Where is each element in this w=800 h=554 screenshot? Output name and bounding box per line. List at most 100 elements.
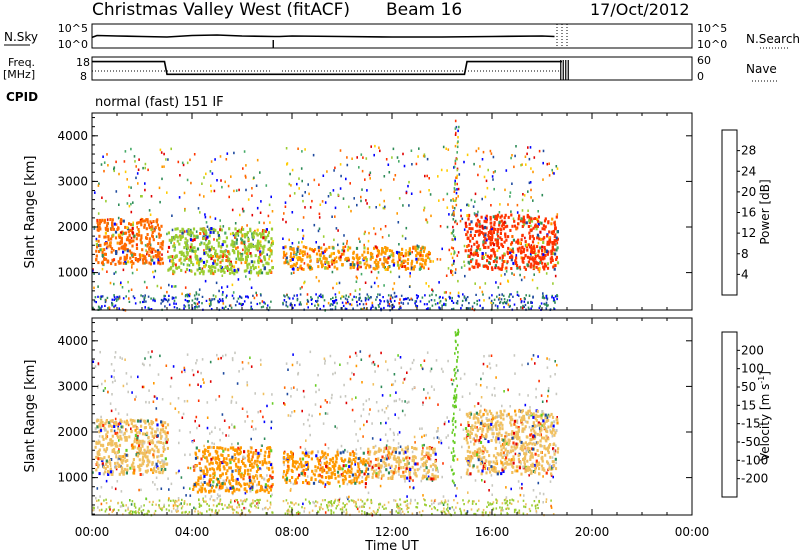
scatter-cell (219, 494, 221, 498)
near-range-cell (506, 504, 509, 507)
scatter-cell (498, 441, 501, 444)
echo-cell (263, 257, 266, 261)
scatter-cell (221, 293, 224, 296)
echo-cell (137, 441, 140, 445)
scatter-cell (482, 372, 484, 375)
echo-cell (228, 271, 232, 275)
scatter-cell (244, 420, 246, 423)
scatter-cell (380, 227, 382, 231)
echo-cell (419, 250, 422, 254)
echo-cell (122, 455, 125, 459)
scatter-cell (437, 427, 439, 430)
echo-cell (94, 427, 97, 431)
echo-cell (299, 258, 302, 261)
near-range-cell (535, 510, 538, 513)
near-range-cell (237, 511, 239, 514)
echo-cell (494, 258, 497, 262)
echo-cell (303, 250, 306, 254)
echo-cell (136, 221, 139, 225)
scatter-cell (301, 229, 304, 232)
scatter-cell (488, 362, 491, 365)
echo-cell (123, 431, 126, 435)
scatter-cell (541, 193, 544, 197)
scatter-cell (216, 497, 219, 500)
scatter-cell (174, 407, 177, 410)
echo-cell (371, 256, 374, 259)
echo-cell (94, 445, 97, 449)
scatter-cell (242, 367, 244, 371)
scatter-cell (159, 148, 162, 152)
near-range-cell (345, 307, 348, 311)
echo-cell (230, 268, 233, 271)
scatter-cell (441, 475, 443, 479)
scatter-cell (136, 268, 138, 271)
echo-cell (124, 438, 127, 442)
scatter-cell (160, 286, 162, 290)
scatter-cell (397, 442, 400, 445)
echo-cell (96, 452, 99, 456)
echo-cell (116, 433, 119, 437)
echo-cell (473, 242, 476, 246)
near-range-cell (229, 505, 231, 508)
scatter-cell (178, 429, 181, 432)
echo-cell (114, 236, 118, 240)
echo-cell (366, 263, 369, 267)
near-range-cell (104, 300, 107, 304)
echo-cell (219, 249, 222, 253)
echo-cell (478, 220, 481, 224)
echo-cell (553, 242, 556, 246)
scatter-cell (292, 353, 294, 356)
scatter-cell (355, 354, 358, 357)
scatter-cell (373, 153, 375, 157)
scatter-cell (302, 237, 304, 240)
scatter-cell (364, 230, 366, 234)
scatter-cell (473, 212, 476, 215)
near-range-cell (100, 307, 102, 310)
echo-cell (258, 258, 261, 262)
scatter-cell (102, 155, 104, 158)
echo-cell (103, 456, 106, 460)
echo-cell (414, 246, 417, 250)
echo-cell (297, 258, 300, 262)
echo-cell (468, 227, 471, 230)
scatter-cell (331, 393, 333, 397)
echo-cell (139, 255, 142, 259)
echo-cell (546, 240, 549, 244)
near-range-cell (98, 509, 101, 512)
near-range-cell (250, 502, 253, 505)
scatter-cell (215, 398, 217, 402)
echo-cell (465, 233, 468, 237)
echo-cell (130, 430, 133, 433)
near-range-cell (243, 300, 246, 303)
near-range-cell (400, 301, 402, 304)
near-range-cell (140, 294, 142, 297)
scatter-cell (409, 275, 411, 278)
scatter-cell (404, 237, 407, 240)
scatter-cell (182, 412, 185, 416)
beam-label: Beam 16 (386, 0, 462, 20)
scatter-cell (514, 154, 516, 158)
near-range-cell (431, 512, 433, 516)
scatter-cell (483, 408, 486, 412)
echo-cell (473, 265, 476, 269)
echo-cell (103, 252, 107, 256)
echo-cell (173, 235, 176, 239)
near-range-cell (366, 293, 369, 296)
scatter-cell (219, 428, 221, 431)
near-range-cell (334, 498, 337, 501)
scatter-cell (303, 281, 305, 285)
scatter-cell (479, 384, 482, 387)
near-range-cell (187, 293, 190, 296)
spike-cell (454, 238, 456, 241)
echo-cell (373, 260, 376, 264)
echo-cell (138, 444, 141, 448)
scatter-cell (392, 383, 395, 386)
scatter-cell (442, 503, 445, 506)
scatter-cell (538, 149, 541, 153)
scatter-cell (408, 180, 410, 184)
near-range-cell (517, 500, 519, 503)
echo-cell (163, 460, 166, 464)
echo-cell (483, 246, 486, 249)
scatter-cell (216, 179, 218, 182)
scatter-cell (494, 394, 496, 397)
